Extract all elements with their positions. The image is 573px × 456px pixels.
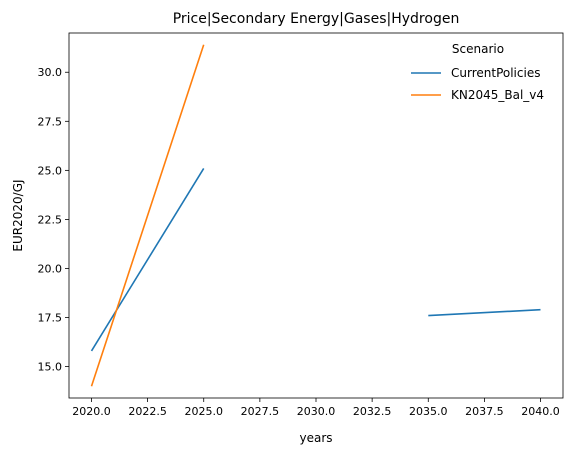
series-lines [90, 44, 541, 387]
legend-label-currentpolicies: CurrentPolicies [451, 66, 540, 80]
y-axis-label: EUR2020/GJ [11, 179, 25, 251]
series-line-kn2045-bal-v4 [90, 44, 205, 387]
series-line-currentpolicies [90, 167, 205, 352]
x-tick-label: 2040.0 [521, 405, 560, 418]
legend-title: Scenario [452, 42, 504, 56]
x-tick-label: 2022.5 [128, 405, 167, 418]
x-tick-label: 2030.0 [297, 405, 336, 418]
x-tick-label: 2035.0 [409, 405, 448, 418]
x-tick-label: 2037.5 [465, 405, 504, 418]
y-tick-label: 17.5 [38, 312, 63, 325]
series-line-currentpolicies [428, 308, 541, 317]
legend-label-kn2045-bal-v4: KN2045_Bal_v4 [451, 88, 544, 102]
x-tick-label: 2020.0 [72, 405, 111, 418]
x-tick-label: 2027.5 [241, 405, 280, 418]
x-tick-label: 2032.5 [353, 405, 392, 418]
plot-frame [68, 32, 564, 399]
axis-ticks: 2020.0 2022.5 2025.0 2027.5 2030.0 2032.5 2035… [38, 66, 560, 418]
y-tick-label: 15.0 [38, 361, 63, 374]
x-tick-label: 2025.0 [184, 405, 223, 418]
y-tick-label: 20.0 [38, 262, 63, 275]
y-tick-label: 25.0 [38, 164, 63, 177]
x-axis-label: years [299, 431, 332, 445]
y-tick-label: 22.5 [38, 213, 63, 226]
y-tick-label: 30.0 [38, 66, 63, 79]
chart-title: Price|Secondary Energy|Gases|Hydrogen [173, 11, 460, 27]
legend: Scenario CurrentPolicies KN2045_Bal_v4 [411, 42, 544, 102]
y-tick-label: 27.5 [38, 115, 63, 128]
